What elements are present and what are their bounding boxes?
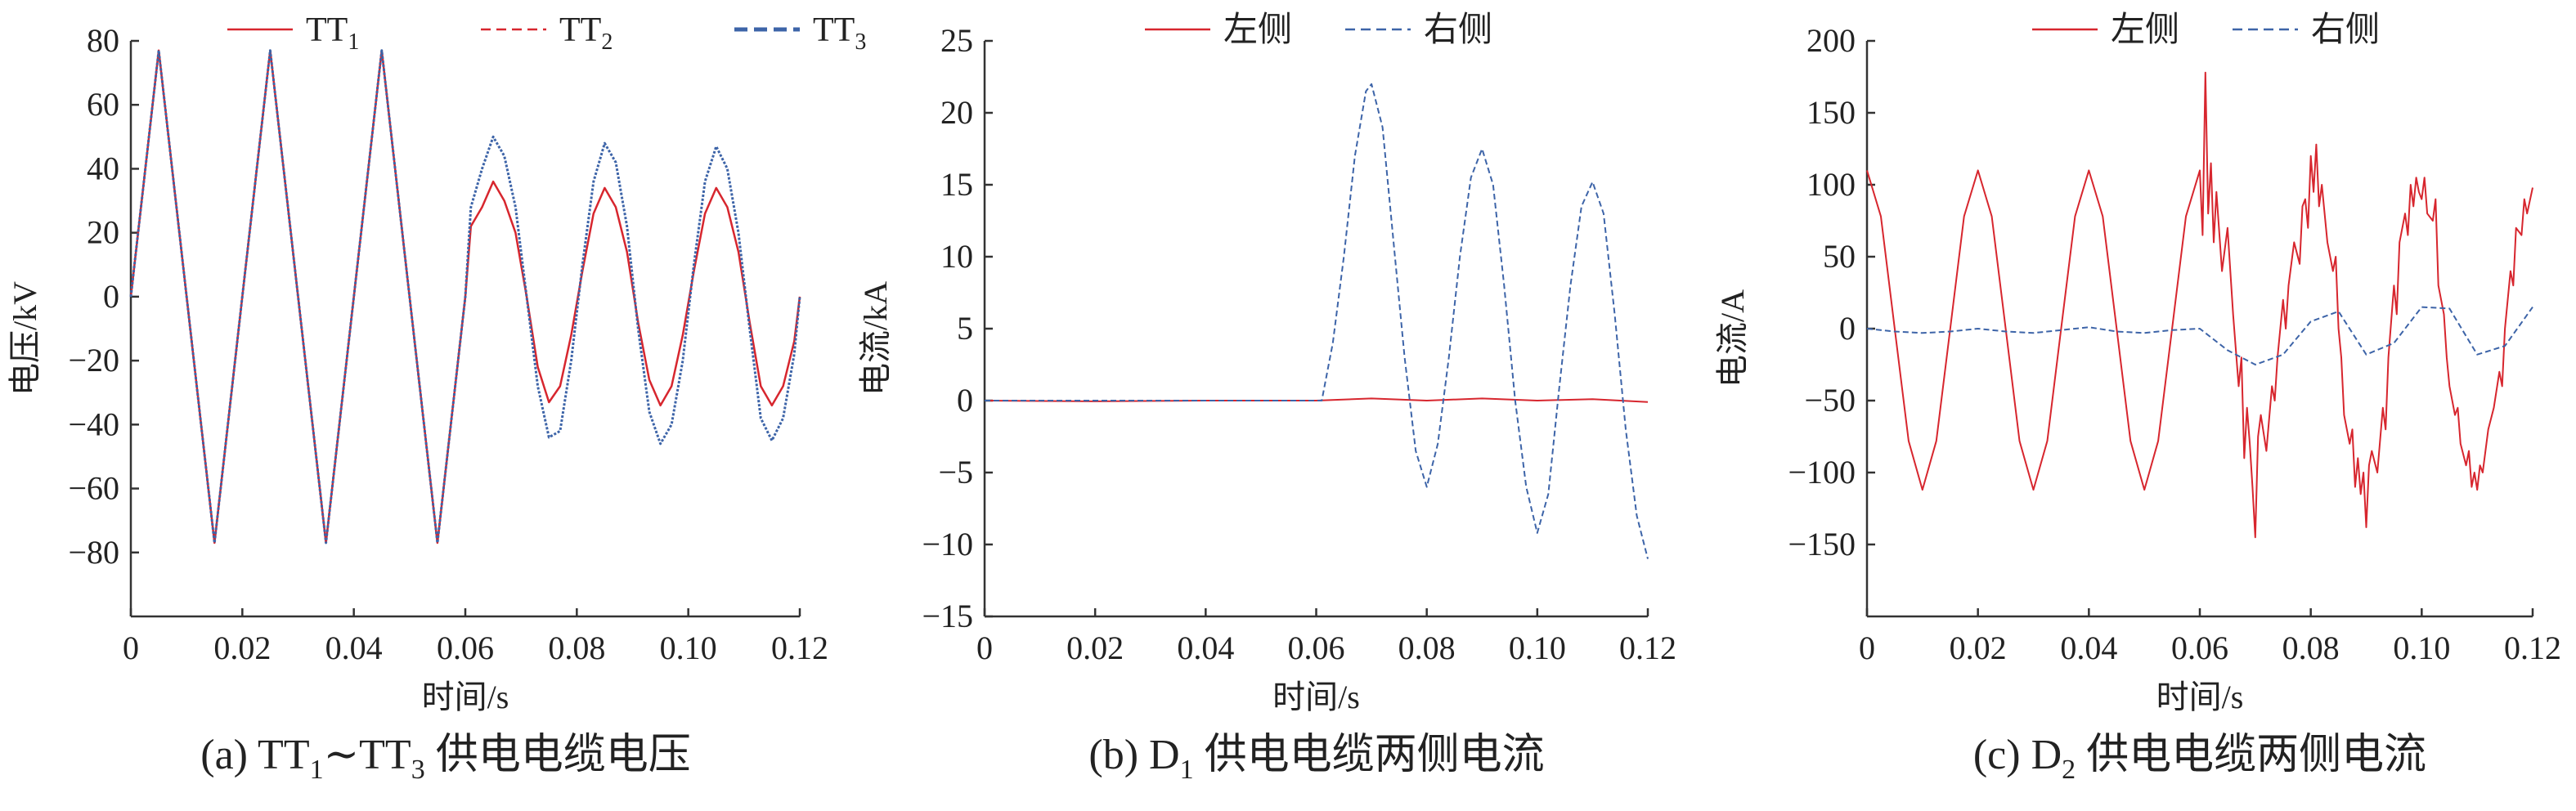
y-tick-label: −100: [1788, 454, 1856, 491]
legend-label-sub: 3: [855, 29, 866, 55]
series-line-1: [129, 49, 801, 544]
x-tick-label: 0.04: [2060, 630, 2117, 666]
x-tick-label: 0.02: [1950, 630, 2007, 666]
y-tick-label: 40: [87, 150, 119, 186]
legend-label-sub: 1: [348, 29, 359, 55]
x-tick-label: 0.02: [213, 630, 271, 666]
x-tick-label: 0.02: [1066, 630, 1124, 666]
caption-mid: 供电电缆两侧电流: [1194, 732, 1545, 778]
series-line-1: [985, 83, 1649, 559]
caption-pre: (a) TT: [200, 732, 309, 778]
legend-label: TT2: [559, 11, 613, 55]
x-tick-label: 0: [123, 630, 139, 666]
x-axis-label: 时间/s: [422, 679, 509, 715]
caption-pre: (c) D: [1973, 732, 2062, 778]
x-axis-label: 时间/s: [1272, 679, 1360, 715]
x-tick-label: 0.12: [771, 630, 828, 666]
x-tick-label: 0.06: [1288, 630, 1345, 666]
y-tick-label: 20: [87, 214, 119, 251]
legend-label: TT3: [813, 11, 866, 55]
y-tick-label: −10: [922, 526, 973, 562]
y-tick-label: −15: [922, 598, 973, 634]
chart-c: −150 −100 −50 0 50 100 150 200 0 0.02 0.04 0.06 0.08…: [1714, 11, 2561, 785]
x-tick-label: 0: [1859, 630, 1875, 666]
y-tick-label: −5: [938, 454, 973, 491]
y-tick-label: 10: [940, 238, 973, 275]
caption-mid: 供电电缆两侧电流: [2076, 732, 2426, 778]
y-axis-label: 电流/kA: [857, 281, 894, 396]
legend-label-sub: 2: [601, 29, 613, 55]
y-tick-label: 150: [1806, 94, 1856, 131]
y-tick-label: 25: [940, 22, 973, 59]
y-tick-label: −40: [68, 406, 119, 442]
legend-label-base: 右侧: [2311, 11, 2380, 49]
y-tick-label: 20: [940, 94, 973, 131]
x-tick-label: 0.08: [1398, 630, 1456, 666]
series-line-0: [1866, 71, 2533, 539]
y-tick-label: 0: [957, 382, 973, 419]
chart-b: −15 −10 −5 0 5 10 15 20 25 0 0.02 0.04 0.06 0.08 0.10 0…: [857, 11, 1676, 785]
y-tick-label: −20: [68, 342, 119, 379]
y-tick-label: 0: [103, 278, 119, 315]
caption-pre: (b) D: [1088, 732, 1179, 778]
series-line-1: [1866, 306, 2533, 365]
y-tick-label: 60: [87, 86, 119, 123]
y-tick-label: 100: [1806, 166, 1856, 203]
legend-label-base: TT: [306, 11, 348, 49]
caption: (c) D2 供电电缆两侧电流: [1973, 732, 2426, 785]
y-axis-label: 电压/kV: [7, 281, 43, 396]
x-tick-label: 0.06: [437, 630, 494, 666]
chart-a: −80 −60 −40 −20 0 20 40 60 80 0 0.02 0.04 0.06 0.08 0.…: [7, 11, 866, 785]
legend-label-base: TT: [559, 11, 601, 49]
legend-label-base: 右侧: [1424, 11, 1492, 49]
caption-post: 供电电缆电压: [425, 732, 691, 778]
y-tick-label: 50: [1823, 238, 1856, 275]
x-tick-label: 0.06: [2171, 630, 2228, 666]
legend: TT1 TT2 TT3: [227, 11, 866, 55]
caption-sub1: 1: [310, 755, 324, 785]
x-tick-label: 0.10: [2393, 630, 2450, 666]
legend-label: 右侧: [1424, 11, 1492, 49]
y-tick-label: −150: [1788, 526, 1856, 562]
y-tick-label: 200: [1806, 22, 1856, 59]
legend-label: 左侧: [2111, 11, 2179, 49]
legend-label: TT1: [306, 11, 359, 55]
x-tick-label: 0.08: [548, 630, 605, 666]
legend: 左侧 右侧: [2032, 11, 2380, 49]
caption-sub2: 3: [411, 755, 425, 785]
x-tick-label: 0.04: [1177, 630, 1234, 666]
y-tick-label: −60: [68, 470, 119, 507]
y-tick-label: 5: [957, 310, 973, 347]
caption-sub1: 1: [1180, 755, 1194, 785]
legend-label: 右侧: [2311, 11, 2380, 49]
x-tick-label: 0.12: [1619, 630, 1676, 666]
y-tick-label: 80: [87, 22, 119, 59]
x-tick-label: 0.08: [2282, 630, 2340, 666]
legend-label-base: 左侧: [1223, 11, 1292, 49]
caption-sub1: 2: [2062, 755, 2076, 785]
x-tick-label: 0.12: [2504, 630, 2561, 666]
x-tick-label: 0.10: [660, 630, 717, 666]
x-axis-label: 时间/s: [2156, 679, 2244, 715]
legend-label-base: TT: [813, 11, 855, 49]
y-tick-label: −50: [1804, 382, 1856, 419]
y-tick-label: 0: [1839, 310, 1856, 347]
caption: (a) TT1∼TT3 供电电缆电压: [200, 732, 690, 785]
legend: 左侧 右侧: [1145, 11, 1492, 49]
caption-mid: ∼TT: [324, 732, 411, 778]
y-axis-label: 电流/A: [1714, 289, 1751, 388]
y-tick-label: −80: [68, 534, 119, 571]
x-tick-label: 0: [976, 630, 993, 666]
x-tick-label: 0.10: [1509, 630, 1566, 666]
y-tick-label: 15: [940, 166, 973, 203]
legend-label: 左侧: [1223, 11, 1292, 49]
legend-label-base: 左侧: [2111, 11, 2179, 49]
x-tick-label: 0.04: [325, 630, 383, 666]
caption: (b) D1 供电电缆两侧电流: [1088, 732, 1544, 785]
